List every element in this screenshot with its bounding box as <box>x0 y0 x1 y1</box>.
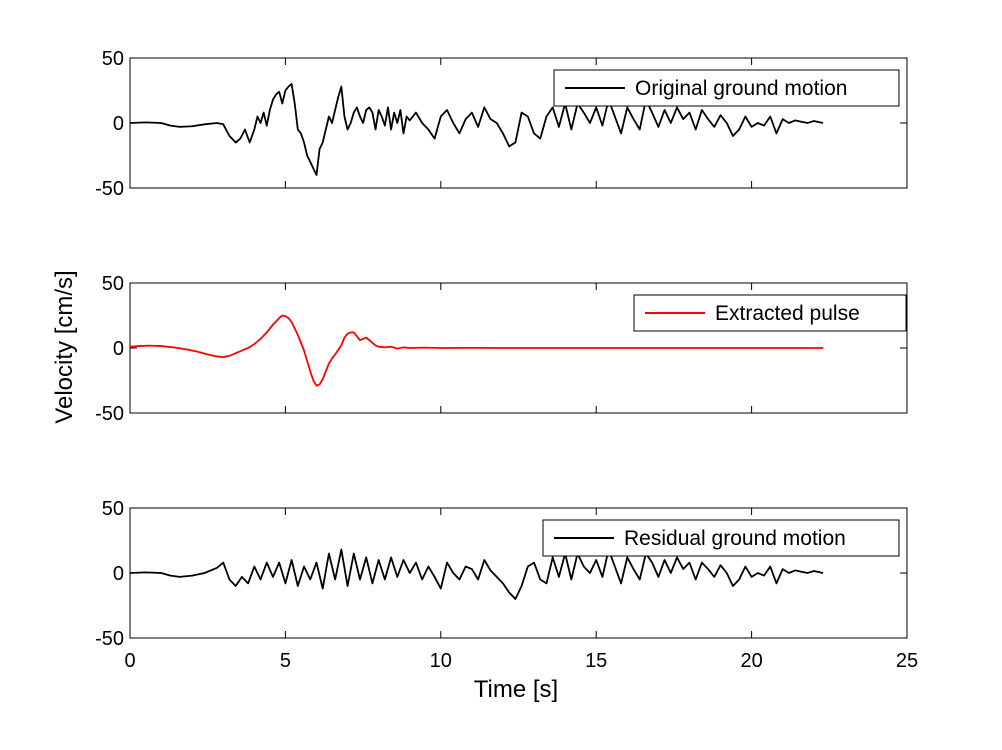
series-line <box>129 548 824 600</box>
x-tick-label: 5 <box>280 650 291 672</box>
x-tick-label: 25 <box>896 650 918 672</box>
y-tick-label: 0 <box>113 563 124 585</box>
y-tick-label: 0 <box>113 338 124 360</box>
y-tick-label: -50 <box>95 178 124 200</box>
series-line <box>129 83 824 176</box>
x-axis-title: Time [s] <box>474 676 558 703</box>
y-tick-label: 50 <box>102 273 124 295</box>
legend: Original ground motion <box>553 69 900 107</box>
x-tick-label: 15 <box>585 650 607 672</box>
series-line <box>129 314 824 387</box>
y-tick-label: 50 <box>102 498 124 520</box>
x-tick-label: 10 <box>430 650 452 672</box>
legend-label: Residual ground motion <box>624 527 846 550</box>
x-tick-label: 0 <box>124 650 135 672</box>
legend-label: Extracted pulse <box>715 302 860 325</box>
y-tick-label: 50 <box>102 48 124 70</box>
y-tick-label: -50 <box>95 403 124 425</box>
y-axis-title: Velocity [cm/s] <box>51 270 78 423</box>
legend: Extracted pulse <box>633 294 907 332</box>
x-tick-label: 20 <box>740 650 762 672</box>
panel-2: -50 0 50 Extracted pulse <box>95 273 908 425</box>
y-tick-label: -50 <box>95 628 124 650</box>
y-tick-label: 0 <box>113 113 124 135</box>
legend-label: Original ground motion <box>635 77 847 100</box>
legend: Residual ground motion <box>542 519 900 557</box>
panel-1: -50 0 50 Original ground motion <box>95 48 908 200</box>
